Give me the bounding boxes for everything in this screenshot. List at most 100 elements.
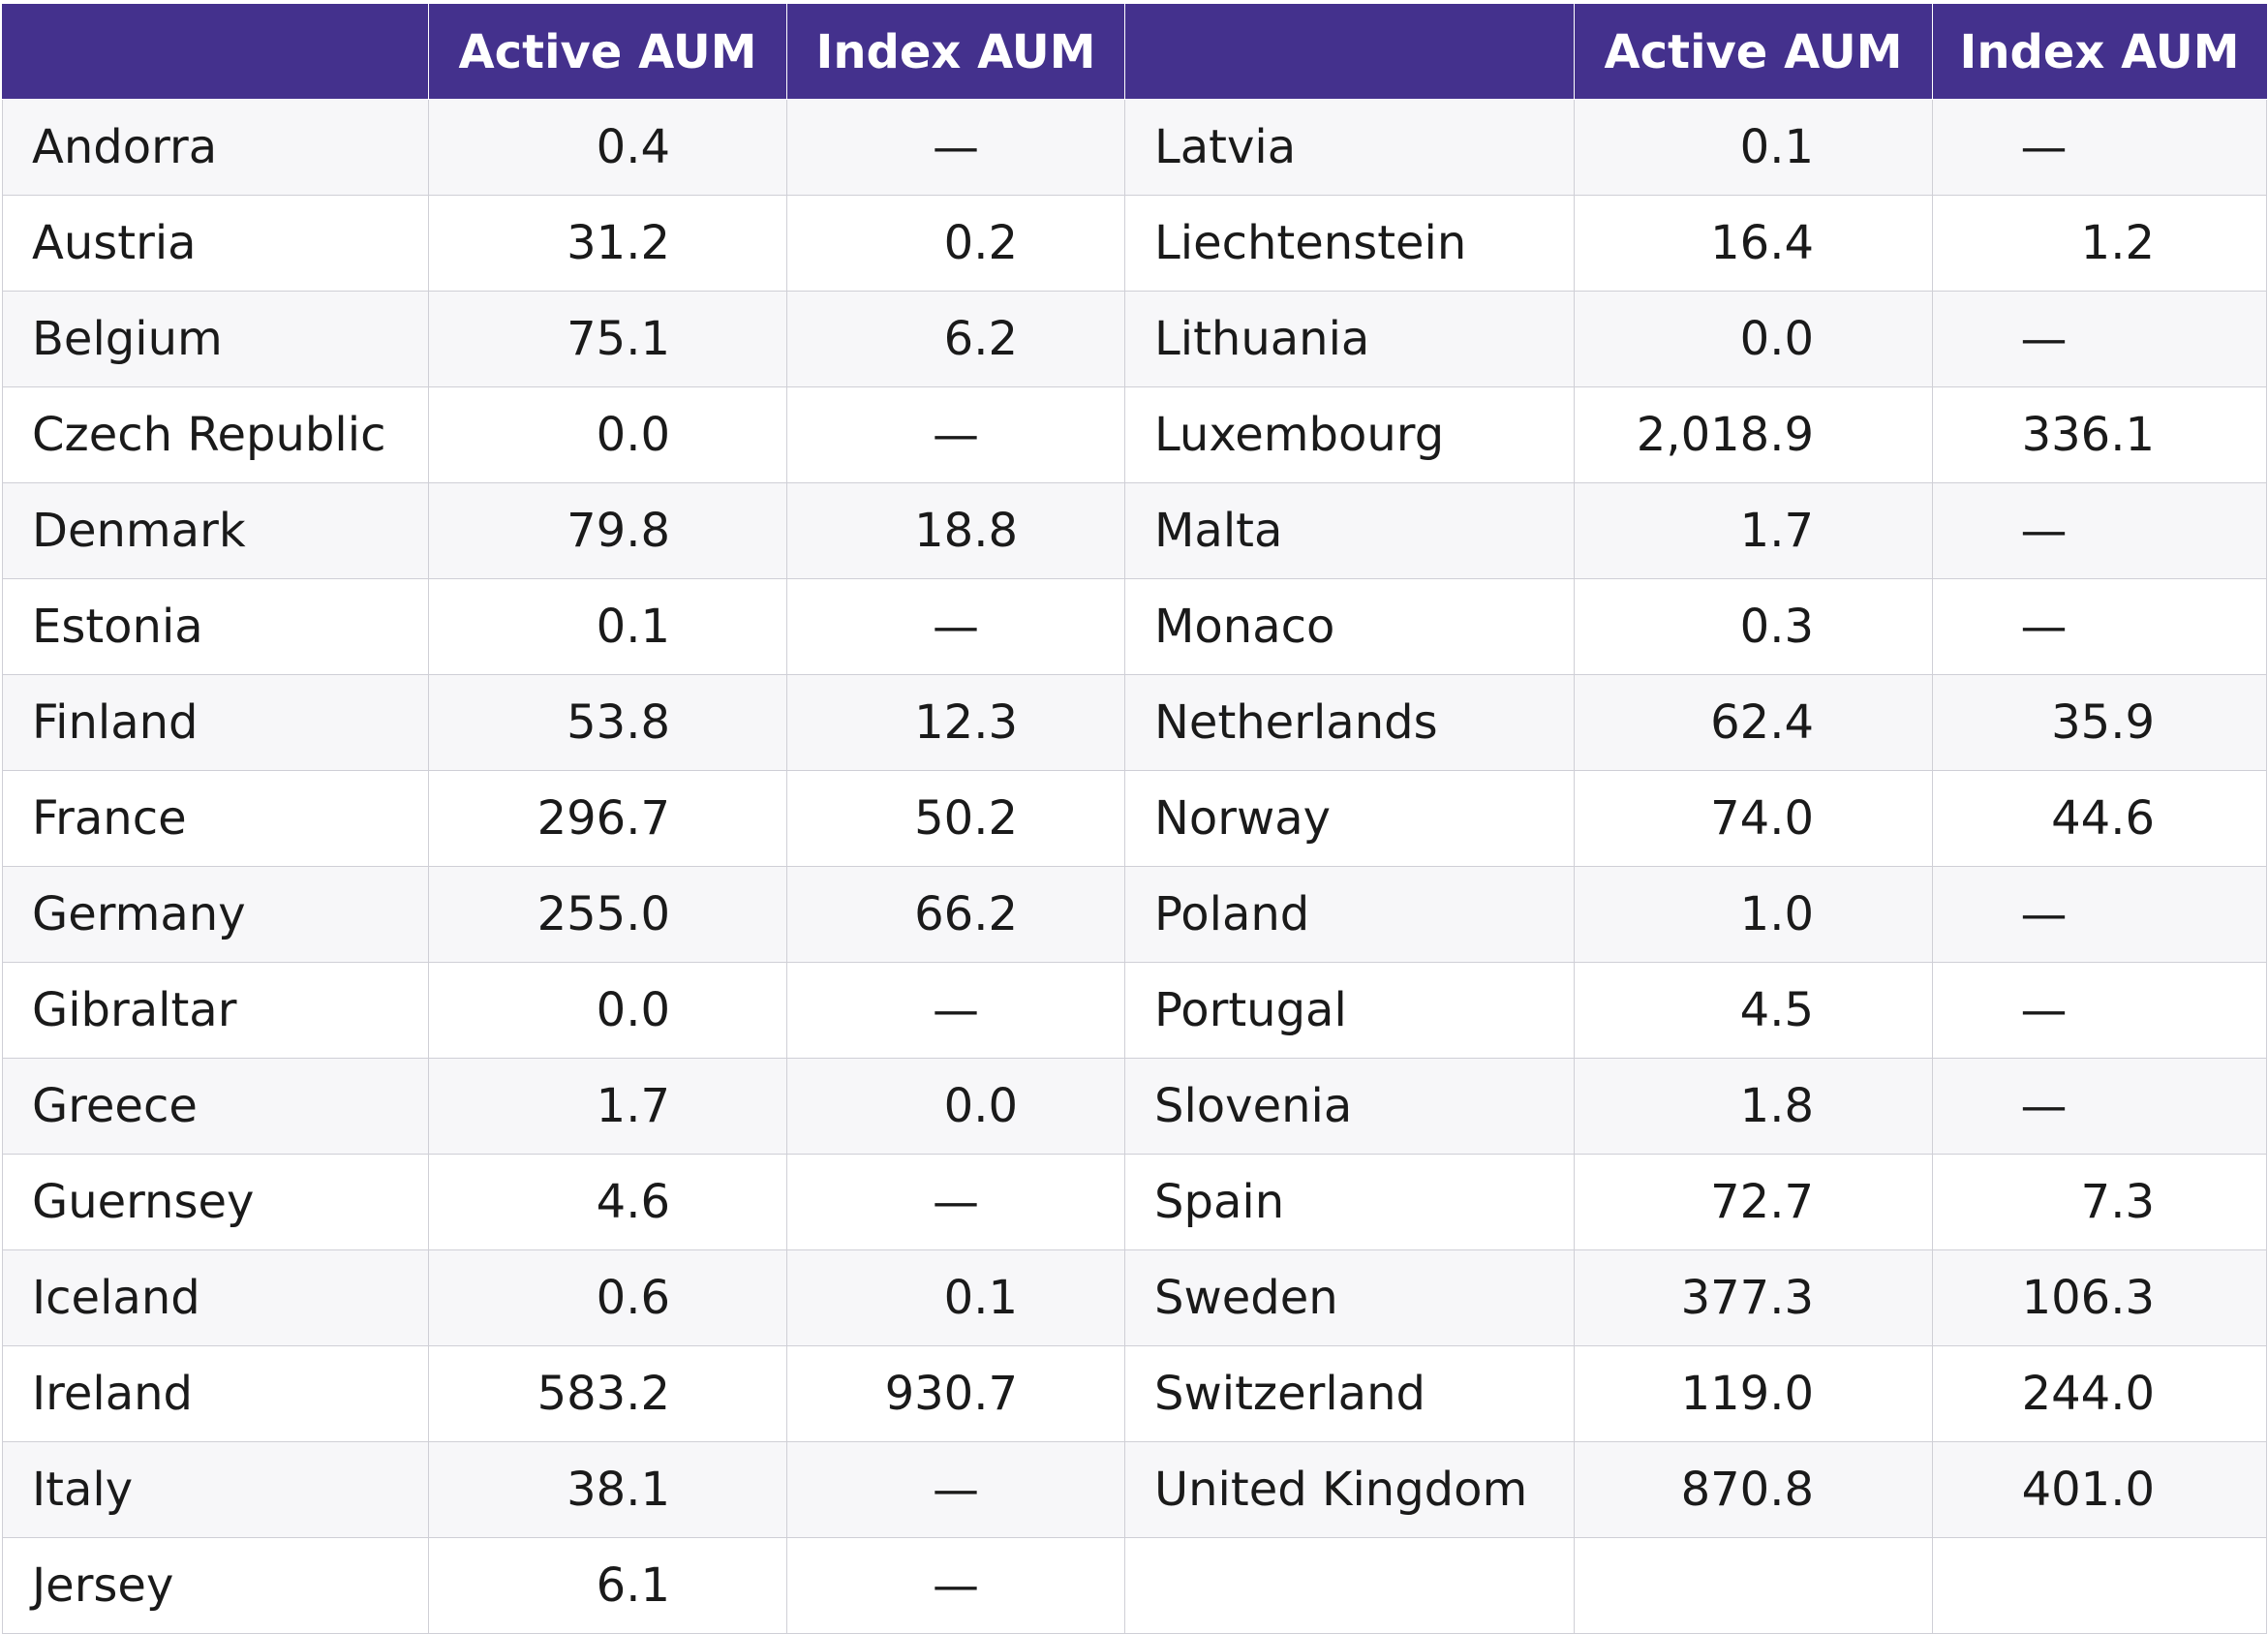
table-row: Greece 1.7 0.0 Slovenia 1.8— bbox=[2, 1058, 2267, 1155]
table-row: Ireland 583.2 930.7 Switzerland 119.0 244.0 bbox=[2, 1345, 2267, 1442]
index-aum-cell-right: — bbox=[1932, 482, 2267, 579]
active-aum-cell-left: 0.1 bbox=[428, 578, 787, 675]
index-aum-cell-right: 244.0 bbox=[1932, 1345, 2267, 1442]
index-aum-cell-left: — bbox=[786, 1441, 1125, 1538]
country-cell-left: France bbox=[2, 770, 429, 867]
country-cell-left: Ireland bbox=[2, 1345, 429, 1442]
country-cell-left: Germany bbox=[2, 866, 429, 963]
index-aum-cell-right: 35.9 bbox=[1932, 674, 2267, 771]
table-row: Germany 255.0 66.2 Poland 1.0— bbox=[2, 866, 2267, 963]
index-aum-cell-left: — bbox=[786, 578, 1125, 675]
table-row: Andorra 0.4— Latvia 0.1— bbox=[2, 99, 2267, 196]
active-aum-cell-left: 38.1 bbox=[428, 1441, 787, 1538]
index-aum-cell-right: 336.1 bbox=[1932, 386, 2267, 483]
active-aum-cell-left: 255.0 bbox=[428, 866, 787, 963]
active-aum-cell-right: 119.0 bbox=[1574, 1345, 1933, 1442]
country-cell-right: Netherlands bbox=[1124, 674, 1575, 771]
index-aum-cell-left: 930.7 bbox=[786, 1345, 1125, 1442]
aum-table-container: Active AUM Index AUM Active AUM Index AU… bbox=[2, 4, 2267, 1634]
country-cell-left: Guernsey bbox=[2, 1154, 429, 1250]
country-cell-right: Luxembourg bbox=[1124, 386, 1575, 483]
index-aum-cell-left: 50.2 bbox=[786, 770, 1125, 867]
active-aum-cell-right: 16.4 bbox=[1574, 195, 1933, 292]
active-aum-cell-left: 31.2 bbox=[428, 195, 787, 292]
country-cell-right: Switzerland bbox=[1124, 1345, 1575, 1442]
index-aum-cell-left: — bbox=[786, 962, 1125, 1059]
active-aum-cell-right: 0.3 bbox=[1574, 578, 1933, 675]
country-cell-right: Portugal bbox=[1124, 962, 1575, 1059]
country-cell-left: Estonia bbox=[2, 578, 429, 675]
country-cell-left: Belgium bbox=[2, 291, 429, 387]
index-aum-cell-left: — bbox=[786, 1154, 1125, 1250]
table-row: Finland 53.8 12.3 Netherlands 62.4 35.9 bbox=[2, 674, 2267, 771]
country-cell-right: Slovenia bbox=[1124, 1058, 1575, 1155]
country-cell-left: Gibraltar bbox=[2, 962, 429, 1059]
active-aum-cell-left: 0.4 bbox=[428, 99, 787, 196]
active-aum-cell-right: 4.5 bbox=[1574, 962, 1933, 1059]
active-aum-cell-right: 74.0 bbox=[1574, 770, 1933, 867]
active-aum-cell-left: 6.1 bbox=[428, 1537, 787, 1634]
active-aum-cell-left: 0.0 bbox=[428, 386, 787, 483]
header-index-aum-left: Index AUM bbox=[786, 4, 1125, 100]
index-aum-cell-left: 0.1 bbox=[786, 1249, 1125, 1346]
country-cell-right: Norway bbox=[1124, 770, 1575, 867]
index-aum-cell-right: — bbox=[1932, 1058, 2267, 1155]
active-aum-cell-left: 4.6 bbox=[428, 1154, 787, 1250]
active-aum-cell-right: 72.7 bbox=[1574, 1154, 1933, 1250]
active-aum-cell-right: 0.0 bbox=[1574, 291, 1933, 387]
index-aum-cell-right: 106.3 bbox=[1932, 1249, 2267, 1346]
active-aum-cell-right: 1.7 bbox=[1574, 482, 1933, 579]
country-cell-left: Czech Republic bbox=[2, 386, 429, 483]
index-aum-cell-right: — bbox=[1932, 578, 2267, 675]
active-aum-cell-right: 1.0 bbox=[1574, 866, 1933, 963]
country-cell-left: Italy bbox=[2, 1441, 429, 1538]
table-row: Belgium 75.1 6.2 Lithuania 0.0— bbox=[2, 291, 2267, 387]
active-aum-cell-right: 2,018.9 bbox=[1574, 386, 1933, 483]
active-aum-cell-left: 583.2 bbox=[428, 1345, 787, 1442]
index-aum-cell-right: 7.3 bbox=[1932, 1154, 2267, 1250]
table-row: Italy 38.1— United Kingdom 870.8 401.0 bbox=[2, 1441, 2267, 1538]
country-cell-right: Malta bbox=[1124, 482, 1575, 579]
index-aum-cell-right: 44.6 bbox=[1932, 770, 2267, 867]
country-cell-right: Sweden bbox=[1124, 1249, 1575, 1346]
header-country-left bbox=[2, 4, 429, 100]
active-aum-cell-left: 0.6 bbox=[428, 1249, 787, 1346]
country-cell-right: Latvia bbox=[1124, 99, 1575, 196]
active-aum-cell-left: 1.7 bbox=[428, 1058, 787, 1155]
active-aum-cell-left: 75.1 bbox=[428, 291, 787, 387]
active-aum-cell-right: 1.8 bbox=[1574, 1058, 1933, 1155]
country-cell-right: Lithuania bbox=[1124, 291, 1575, 387]
table-row: France 296.7 50.2 Norway 74.0 44.6 bbox=[2, 770, 2267, 867]
index-aum-cell-left: 0.2 bbox=[786, 195, 1125, 292]
table-row: Gibraltar 0.0— Portugal 4.5— bbox=[2, 962, 2267, 1059]
active-aum-cell-left: 0.0 bbox=[428, 962, 787, 1059]
active-aum-cell-right bbox=[1574, 1537, 1933, 1634]
active-aum-cell-left: 79.8 bbox=[428, 482, 787, 579]
country-cell-left: Greece bbox=[2, 1058, 429, 1155]
table-row: Austria 31.2 0.2 Liechtenstein 16.4 1.2 bbox=[2, 195, 2267, 292]
index-aum-cell-right: — bbox=[1932, 291, 2267, 387]
active-aum-cell-left: 53.8 bbox=[428, 674, 787, 771]
index-aum-cell-right: 1.2 bbox=[1932, 195, 2267, 292]
table-row: Denmark 79.8 18.8 Malta 1.7— bbox=[2, 482, 2267, 579]
country-cell-right: Spain bbox=[1124, 1154, 1575, 1250]
table-row: Estonia 0.1— Monaco 0.3— bbox=[2, 578, 2267, 675]
active-aum-cell-left: 296.7 bbox=[428, 770, 787, 867]
index-aum-cell-left: 66.2 bbox=[786, 866, 1125, 963]
index-aum-cell-right: — bbox=[1932, 962, 2267, 1059]
index-aum-cell-left: — bbox=[786, 99, 1125, 196]
index-aum-cell-right: 401.0 bbox=[1932, 1441, 2267, 1538]
index-aum-cell-left: — bbox=[786, 386, 1125, 483]
index-aum-cell-right: — bbox=[1932, 866, 2267, 963]
header-country-right bbox=[1124, 4, 1575, 100]
aum-by-country-table: Active AUM Index AUM Active AUM Index AU… bbox=[2, 4, 2267, 1634]
country-cell-left: Finland bbox=[2, 674, 429, 771]
table-row: Guernsey 4.6— Spain 72.7 7.3 bbox=[2, 1154, 2267, 1250]
index-aum-cell-left: 6.2 bbox=[786, 291, 1125, 387]
country-cell-left: Andorra bbox=[2, 99, 429, 196]
header-index-aum-right: Index AUM bbox=[1932, 4, 2267, 100]
country-cell-right: Poland bbox=[1124, 866, 1575, 963]
index-aum-cell-right bbox=[1932, 1537, 2267, 1634]
table-row: Jersey 6.1— bbox=[2, 1537, 2267, 1634]
country-cell-left: Austria bbox=[2, 195, 429, 292]
